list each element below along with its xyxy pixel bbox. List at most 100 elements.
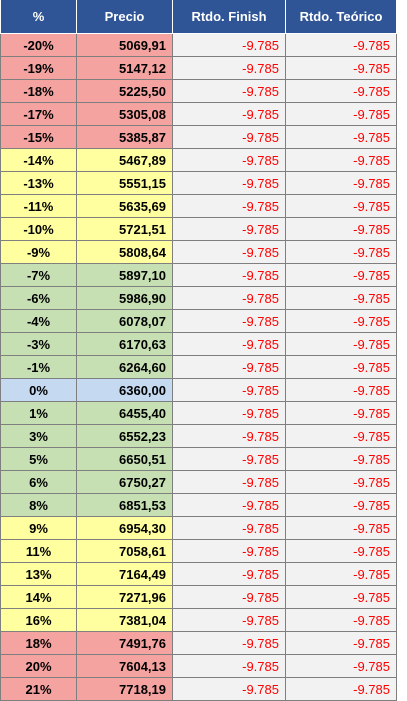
table-cell: -9.785 (173, 57, 286, 80)
table-cell: 0% (0, 379, 77, 402)
table-cell: -9.785 (173, 517, 286, 540)
table: % Precio Rtdo. Finish Rtdo. Teórico -20% 5069… (0, 0, 397, 701)
table-cell: -9.785 (173, 609, 286, 632)
table-cell: -9.785 (286, 218, 397, 241)
table-cell: 5986,90 (77, 287, 173, 310)
table-cell: 7604,13 (77, 655, 173, 678)
table-row: -7% 5897,10 -9.785 -9.785 (0, 264, 397, 287)
table-cell: 14% (0, 586, 77, 609)
table-row: 20% 7604,13 -9.785 -9.785 (0, 655, 397, 678)
table-cell: 6264,60 (77, 356, 173, 379)
table-cell: 5467,89 (77, 149, 173, 172)
table-row: -17% 5305,08 -9.785 -9.785 (0, 103, 397, 126)
table-cell: -9.785 (286, 264, 397, 287)
header-cell: Rtdo. Finish (173, 0, 286, 34)
table-row: -15% 5385,87 -9.785 -9.785 (0, 126, 397, 149)
table-row: 5% 6650,51 -9.785 -9.785 (0, 448, 397, 471)
table-cell: 6170,63 (77, 333, 173, 356)
table-cell: 8% (0, 494, 77, 517)
table-cell: 6851,53 (77, 494, 173, 517)
table-cell: 6360,00 (77, 379, 173, 402)
table-cell: -9.785 (286, 448, 397, 471)
table-cell: 16% (0, 609, 77, 632)
table-row: -6% 5986,90 -9.785 -9.785 (0, 287, 397, 310)
table-cell: -9.785 (286, 172, 397, 195)
table-cell: -9.785 (286, 586, 397, 609)
table-cell: -9.785 (286, 34, 397, 57)
table-cell: 20% (0, 655, 77, 678)
table-row: -9% 5808,64 -9.785 -9.785 (0, 241, 397, 264)
table-cell: -9.785 (286, 517, 397, 540)
table-cell: -3% (0, 333, 77, 356)
table-row: 13% 7164,49 -9.785 -9.785 (0, 563, 397, 586)
table-cell: 5721,51 (77, 218, 173, 241)
table-cell: -9.785 (173, 149, 286, 172)
table-cell: -9.785 (286, 471, 397, 494)
table-cell: 6954,30 (77, 517, 173, 540)
table-cell: -9.785 (286, 287, 397, 310)
table-cell: 1% (0, 402, 77, 425)
table-cell: -9.785 (173, 494, 286, 517)
table-cell: 18% (0, 632, 77, 655)
header-cell: % (0, 0, 77, 34)
table-cell: 5147,12 (77, 57, 173, 80)
table-cell: 11% (0, 540, 77, 563)
table-cell: -4% (0, 310, 77, 333)
table-cell: -14% (0, 149, 77, 172)
table-row: 0% 6360,00 -9.785 -9.785 (0, 379, 397, 402)
table-cell: 3% (0, 425, 77, 448)
table-row: 14% 7271,96 -9.785 -9.785 (0, 586, 397, 609)
table-cell: 7381,04 (77, 609, 173, 632)
table-cell: -9.785 (173, 448, 286, 471)
table-cell: -9.785 (286, 563, 397, 586)
table-cell: 5385,87 (77, 126, 173, 149)
table-cell: -9.785 (173, 379, 286, 402)
table-cell: 6455,40 (77, 402, 173, 425)
table-cell: -1% (0, 356, 77, 379)
table-cell: -9.785 (173, 310, 286, 333)
table-cell: -9.785 (173, 586, 286, 609)
table-row: 18% 7491,76 -9.785 -9.785 (0, 632, 397, 655)
table-row: 11% 7058,61 -9.785 -9.785 (0, 540, 397, 563)
table-row: -4% 6078,07 -9.785 -9.785 (0, 310, 397, 333)
table-cell: -9.785 (173, 218, 286, 241)
table-cell: -9.785 (173, 195, 286, 218)
table-row: 8% 6851,53 -9.785 -9.785 (0, 494, 397, 517)
table-cell: 5635,69 (77, 195, 173, 218)
table-cell: -9.785 (173, 241, 286, 264)
table-cell: 7164,49 (77, 563, 173, 586)
table-cell: 6750,27 (77, 471, 173, 494)
table-row: -11% 5635,69 -9.785 -9.785 (0, 195, 397, 218)
table-cell: -9% (0, 241, 77, 264)
table-cell: -15% (0, 126, 77, 149)
table-row: 16% 7381,04 -9.785 -9.785 (0, 609, 397, 632)
table-cell: -9.785 (286, 632, 397, 655)
table-cell: -11% (0, 195, 77, 218)
table-row: -13% 5551,15 -9.785 -9.785 (0, 172, 397, 195)
table-cell: -9.785 (173, 34, 286, 57)
table-cell: 9% (0, 517, 77, 540)
table-cell: -9.785 (173, 172, 286, 195)
table-cell: -9.785 (173, 632, 286, 655)
table-cell: -9.785 (173, 678, 286, 701)
table-cell: -18% (0, 80, 77, 103)
table-cell: -9.785 (286, 494, 397, 517)
table-cell: -9.785 (173, 563, 286, 586)
table-cell: 7491,76 (77, 632, 173, 655)
table-cell: 5% (0, 448, 77, 471)
table-cell: -20% (0, 34, 77, 57)
table-row: -18% 5225,50 -9.785 -9.785 (0, 80, 397, 103)
table-row: 9% 6954,30 -9.785 -9.785 (0, 517, 397, 540)
header-cell: Precio (77, 0, 173, 34)
table-cell: -9.785 (173, 402, 286, 425)
table-row: -10% 5721,51 -9.785 -9.785 (0, 218, 397, 241)
table-cell: -9.785 (173, 471, 286, 494)
table-cell: -9.785 (173, 333, 286, 356)
table-cell: -9.785 (286, 57, 397, 80)
table-cell: 5551,15 (77, 172, 173, 195)
table-cell: -9.785 (286, 241, 397, 264)
table-cell: -9.785 (286, 149, 397, 172)
table-cell: -17% (0, 103, 77, 126)
table-row: -14% 5467,89 -9.785 -9.785 (0, 149, 397, 172)
header-cell: Rtdo. Teórico (286, 0, 397, 34)
